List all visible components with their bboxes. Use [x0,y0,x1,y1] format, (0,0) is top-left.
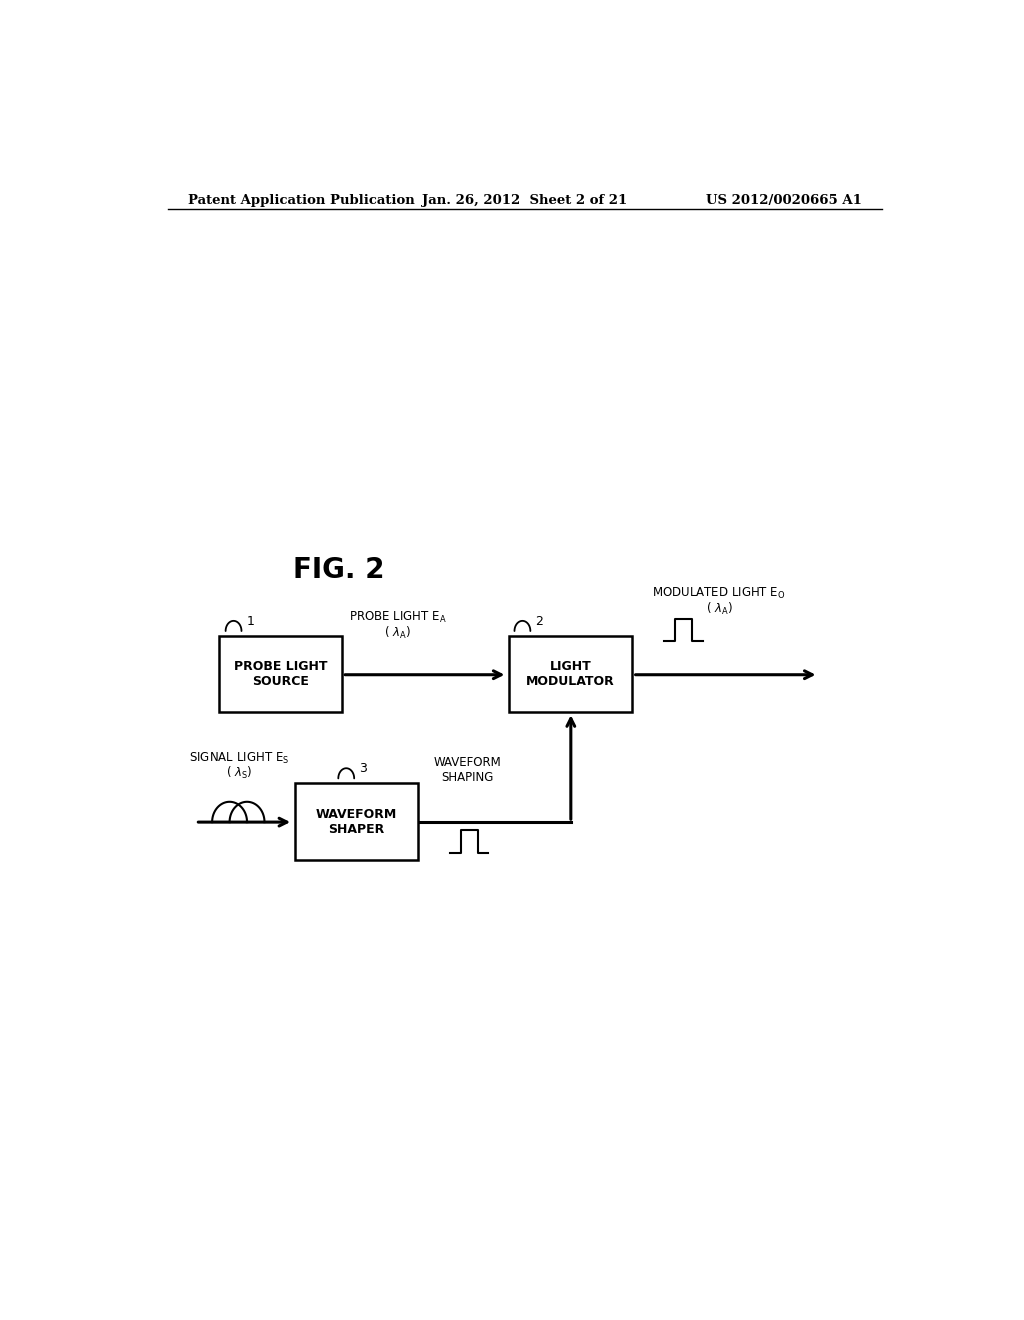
Text: PROBE LIGHT E$_\mathregular{A}$: PROBE LIGHT E$_\mathregular{A}$ [349,610,446,626]
Bar [219,636,342,713]
Text: WAVEFORM
SHAPING: WAVEFORM SHAPING [434,756,502,784]
Text: FIG. 2: FIG. 2 [293,556,384,583]
Text: LIGHT
MODULATOR: LIGHT MODULATOR [526,660,614,688]
Text: ( $\lambda$$_\mathregular{S}$): ( $\lambda$$_\mathregular{S}$) [226,766,252,781]
Text: US 2012/0020665 A1: US 2012/0020665 A1 [707,194,862,206]
Text: 1: 1 [246,615,254,628]
Text: 2: 2 [536,615,543,628]
Text: WAVEFORM
SHAPER: WAVEFORM SHAPER [315,808,396,836]
Bar [295,784,418,859]
Text: MODULATED LIGHT E$_\mathregular{O}$: MODULATED LIGHT E$_\mathregular{O}$ [652,586,786,601]
Text: ( $\lambda$$_\mathregular{A}$): ( $\lambda$$_\mathregular{A}$) [384,624,412,642]
Text: 3: 3 [359,763,367,775]
Text: SIGNAL LIGHT E$_\mathregular{S}$: SIGNAL LIGHT E$_\mathregular{S}$ [189,751,289,766]
Bar [509,636,632,713]
Text: Patent Application Publication: Patent Application Publication [187,194,415,206]
Text: ( $\lambda$$_\mathregular{A}$): ( $\lambda$$_\mathregular{A}$) [706,601,733,616]
Text: PROBE LIGHT
SOURCE: PROBE LIGHT SOURCE [234,660,328,688]
Text: Jan. 26, 2012  Sheet 2 of 21: Jan. 26, 2012 Sheet 2 of 21 [422,194,628,206]
